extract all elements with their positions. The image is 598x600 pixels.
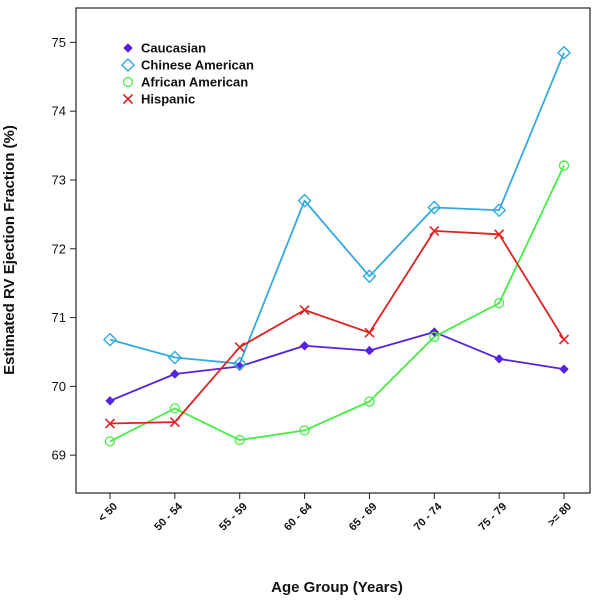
- marker-x-stroke: [364, 327, 375, 338]
- legend-label: African American: [141, 75, 248, 90]
- marker-filled-diamond: [364, 345, 375, 356]
- marker-open-diamond: [297, 193, 312, 208]
- marker-x: [429, 225, 440, 236]
- plot-area-frame: [75, 7, 591, 494]
- marker-open-circle: [299, 425, 310, 436]
- marker-x: [234, 342, 245, 353]
- y-axis-title: Estimated RV Ejection Fraction (%): [1, 125, 18, 375]
- marker-open-circle: [429, 331, 440, 342]
- x-tick-label: >= 80: [546, 501, 574, 529]
- y-tick-label: 70: [52, 379, 66, 394]
- marker-open-diamond: [232, 356, 247, 371]
- legend-label: Hispanic: [141, 92, 195, 107]
- y-tick-label: 69: [52, 448, 66, 463]
- y-tick-label: 74: [52, 104, 66, 119]
- marker-x-stroke: [169, 417, 180, 428]
- legend: Caucasian Chinese American African America…: [121, 41, 254, 107]
- legend-label: Caucasian: [141, 41, 206, 56]
- marker-x-stroke: [429, 225, 440, 236]
- x-tick-label: 70 - 74: [412, 500, 445, 533]
- y-tick-label: 72: [52, 241, 66, 256]
- marker-x: [558, 334, 570, 345]
- series-markers: [103, 45, 571, 447]
- marker-open-diamond: [492, 203, 507, 218]
- marker-open-diamond: [103, 332, 117, 347]
- marker-x: [104, 418, 116, 429]
- marker-open-circle: [558, 160, 570, 171]
- x-tick-label: 50 - 54: [152, 500, 185, 533]
- marker-open-circle: [493, 297, 505, 309]
- marker-filled-diamond: [299, 341, 310, 351]
- marker-x-stroke: [494, 229, 505, 240]
- series-line: [109, 52, 565, 365]
- marker-open-diamond-legend: [121, 58, 135, 72]
- x-axis-title: Age Group (Years): [271, 579, 403, 596]
- marker-open-circle: [234, 434, 245, 446]
- marker-filled-diamond: [170, 369, 180, 379]
- x-tick-label: < 50: [96, 501, 120, 525]
- marker-open-circle: [104, 436, 116, 447]
- marker-x-stroke: [558, 334, 570, 345]
- marker-x: [299, 304, 310, 316]
- marker-x-legend: [122, 93, 134, 105]
- marker-open-circle-legend: [122, 76, 134, 88]
- series-line: [109, 229, 565, 425]
- y-tick-label: 71: [52, 310, 66, 325]
- marker-x: [169, 417, 180, 428]
- marker-filled-diamond-legend: [123, 43, 133, 53]
- x-tick-label: 60 - 64: [282, 500, 315, 533]
- marker-x-stroke: [234, 342, 245, 353]
- marker-open-diamond: [167, 350, 182, 365]
- marker-x: [494, 229, 505, 240]
- marker-open-diamond: [362, 269, 377, 284]
- marker-x-stroke: [104, 418, 116, 429]
- marker-filled-diamond: [559, 364, 569, 374]
- legend-label: Chinese American: [141, 58, 254, 73]
- series-line: [109, 165, 565, 443]
- marker-filled-diamond: [105, 396, 115, 406]
- x-tick-label: 65 - 69: [347, 501, 380, 534]
- series-lines: [109, 52, 565, 443]
- marker-x-stroke: [122, 93, 134, 105]
- x-tick-label: 75 - 79: [477, 501, 510, 534]
- marker-open-circle: [364, 396, 375, 407]
- x-axis: < 50 50 - 54 55 - 59 60 - 64 65 - 69 70 - 74 7…: [96, 493, 574, 533]
- marker-x: [364, 327, 375, 338]
- marker-open-diamond: [427, 200, 442, 215]
- y-tick-label: 73: [52, 172, 66, 187]
- y-axis: 69 70 71 72 73 74 75: [52, 35, 76, 463]
- marker-open-circle: [169, 403, 181, 414]
- marker-filled-diamond: [494, 354, 504, 364]
- marker-open-diamond: [557, 45, 571, 60]
- marker-x-stroke: [299, 304, 310, 316]
- x-tick-label: 55 - 59: [217, 501, 250, 534]
- series-line: [109, 331, 565, 402]
- y-tick-label: 75: [52, 35, 66, 50]
